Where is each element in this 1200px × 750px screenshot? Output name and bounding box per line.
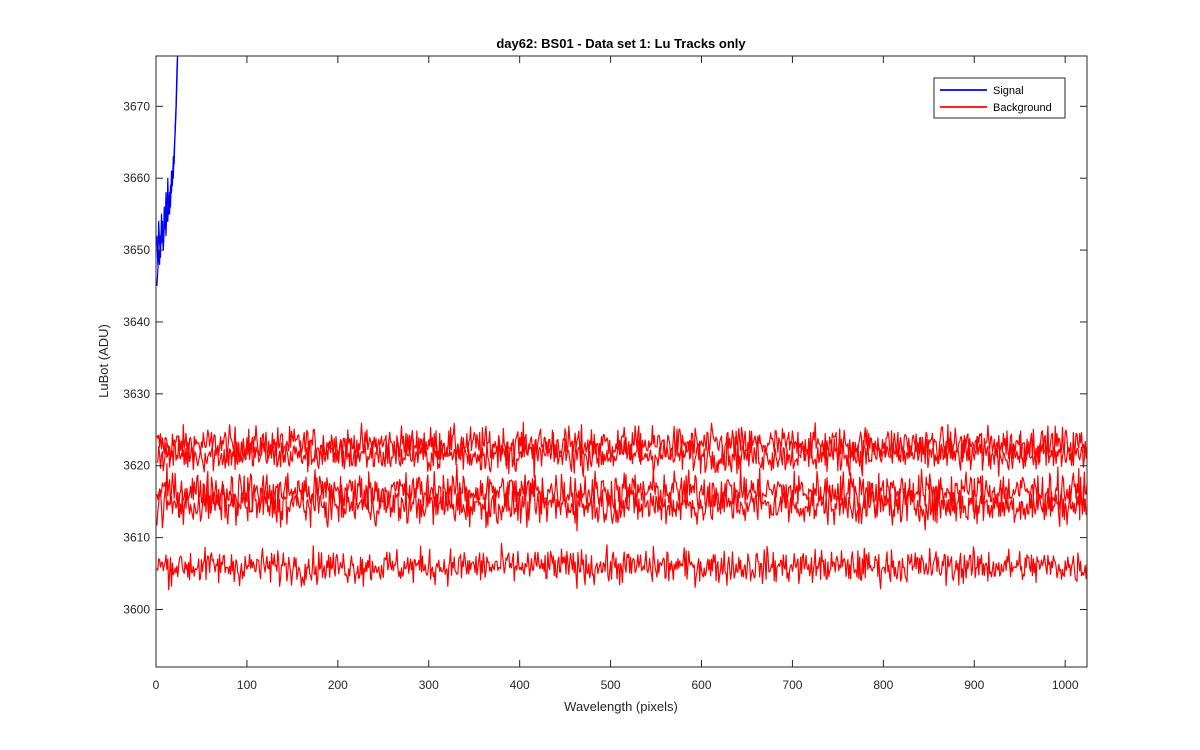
x-tick-label-800: 800: [873, 678, 893, 692]
series-layer: [156, 56, 1087, 591]
y-tick-label-3640: 3640: [123, 315, 150, 329]
y-tick-label-3630: 3630: [123, 387, 150, 401]
x-tick-label-200: 200: [328, 678, 348, 692]
y-axis: 3600 3610 3620 3630 3640 3650 3660 3670: [123, 99, 1087, 616]
x-axis: 0 100 200 300 400 500 600 700 800 900 1000: [153, 56, 1079, 692]
series-line-background-3: [156, 429, 1087, 478]
plot-area-frame: [155, 55, 1088, 668]
legend-box: [933, 77, 1066, 119]
x-tick-label-1000: 1000: [1052, 678, 1079, 692]
x-tick-label-400: 400: [510, 678, 530, 692]
legend: Signal Background: [933, 77, 1066, 119]
y-tick-label-3610: 3610: [123, 531, 150, 545]
x-tick-label-600: 600: [691, 678, 711, 692]
y-tick-label-3620: 3620: [123, 459, 150, 473]
legend-label-background: Background: [993, 102, 1052, 114]
y-tick-label-3650: 3650: [123, 243, 150, 257]
x-axis-label: Wavelength (pixels): [564, 699, 678, 714]
y-tick-label-3600: 3600: [123, 602, 150, 616]
x-tick-label-0: 0: [153, 678, 160, 692]
x-tick-label-300: 300: [419, 678, 439, 692]
y-tick-label-3670: 3670: [123, 99, 150, 113]
series-line-background-5: [156, 475, 1087, 532]
series-line-background-2: [156, 421, 1087, 468]
y-tick-label-3660: 3660: [123, 171, 150, 185]
x-tick-label-100: 100: [237, 678, 257, 692]
x-tick-label-700: 700: [782, 678, 802, 692]
x-tick-label-900: 900: [964, 678, 984, 692]
series-line-background-6: [156, 542, 1087, 591]
x-tick-label-500: 500: [601, 678, 621, 692]
y-axis-label: LuBot (ADU): [96, 324, 111, 398]
chart-title: day62: BS01 - Data set 1: Lu Tracks only: [496, 36, 746, 51]
legend-label-signal: Signal: [993, 85, 1024, 97]
series-line-signal-1: [156, 56, 179, 266]
